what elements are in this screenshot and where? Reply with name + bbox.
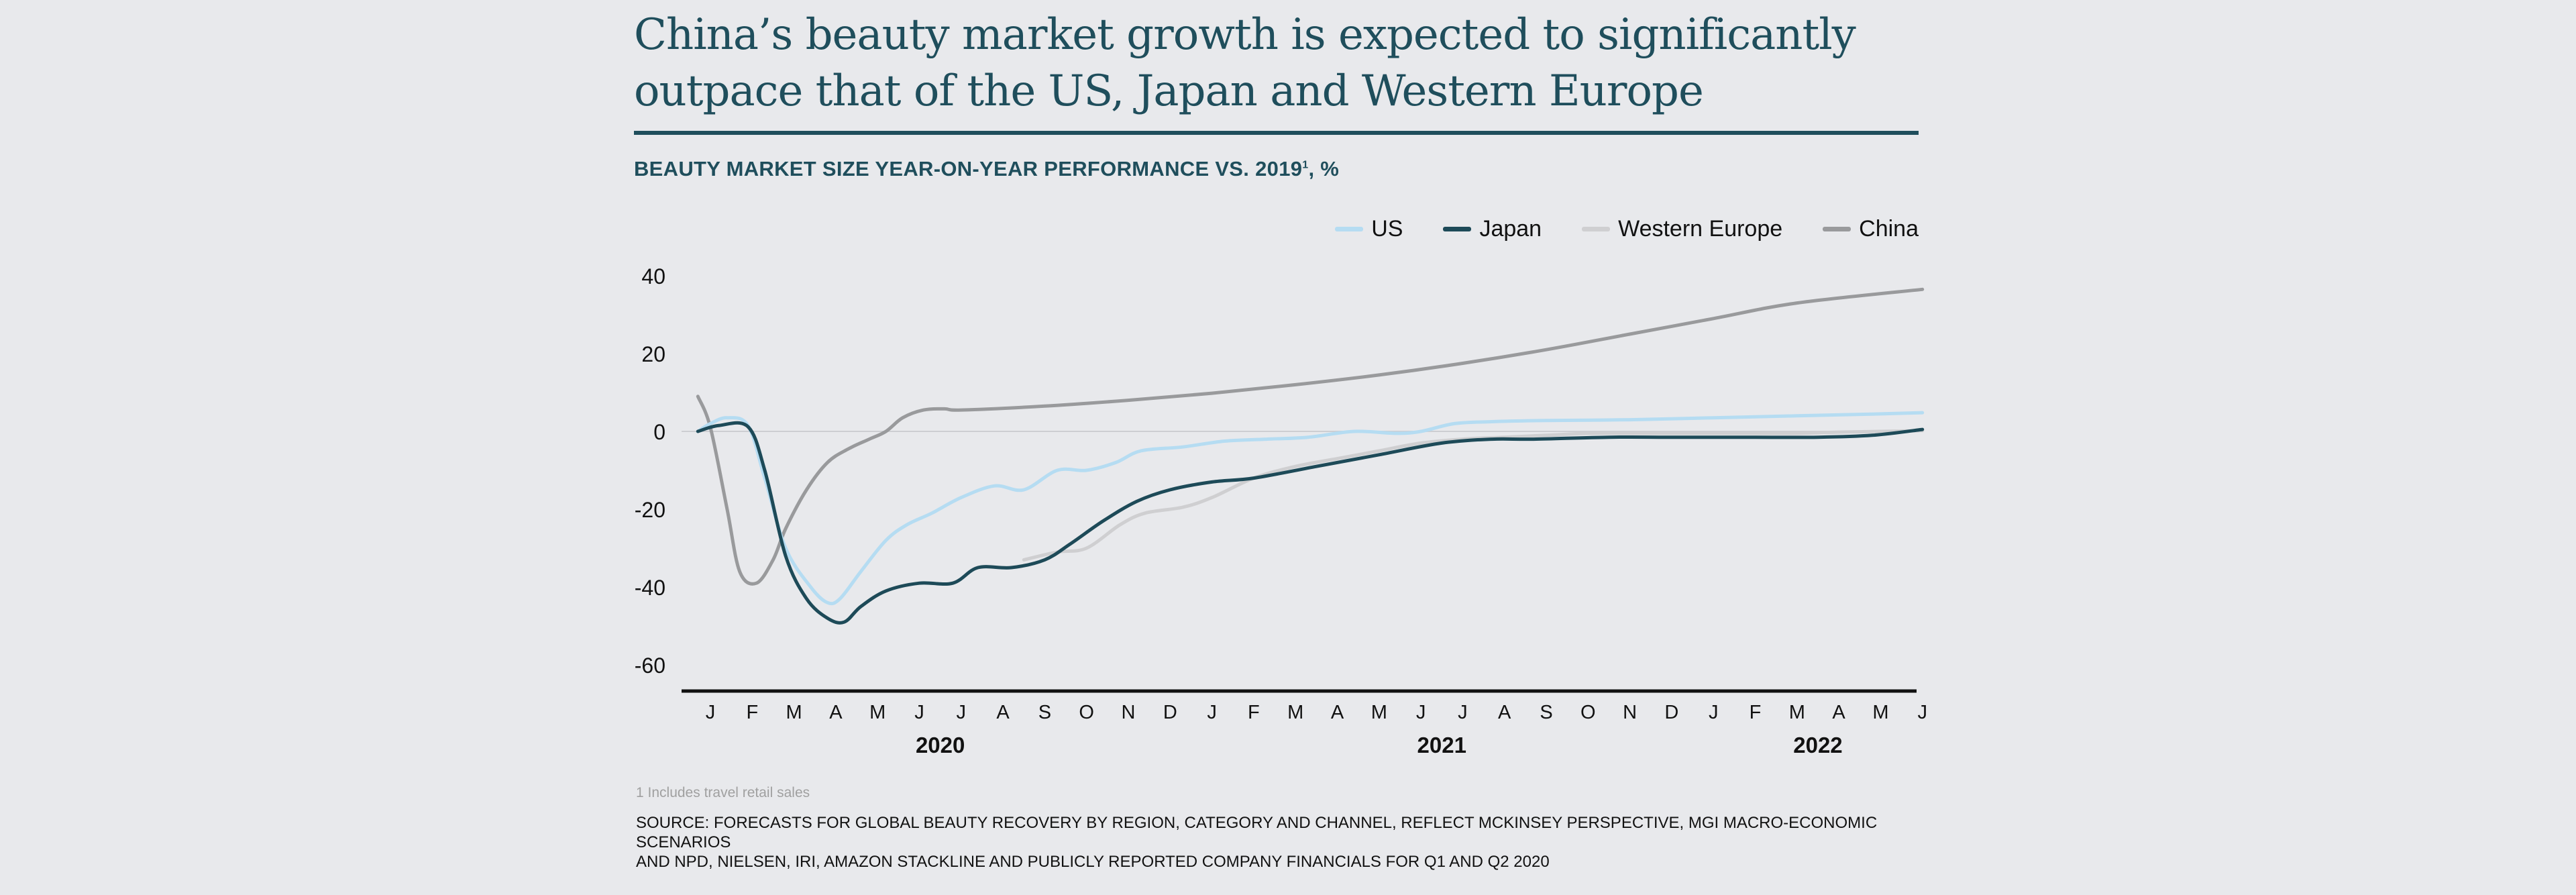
x-tick-label: J bbox=[1709, 702, 1719, 723]
x-tick-label: F bbox=[1248, 702, 1260, 723]
year-label: 2022 bbox=[1793, 733, 1842, 757]
subtitle-footnote-marker: 1 bbox=[1302, 159, 1309, 171]
legend-swatch-western-europe bbox=[1582, 227, 1611, 231]
x-tick-label: A bbox=[996, 702, 1010, 723]
x-tick-label: A bbox=[829, 702, 843, 723]
series-line-japan bbox=[696, 421, 1925, 625]
subtitle-unit: , % bbox=[1308, 157, 1340, 180]
legend-label-japan: Japan bbox=[1479, 216, 1542, 242]
year-label: 2021 bbox=[1417, 733, 1466, 757]
chart-subtitle: BEAUTY MARKET SIZE YEAR-ON-YEAR PERFORMA… bbox=[634, 157, 1339, 181]
x-tick-label: N bbox=[1623, 702, 1637, 723]
source-line-2: AND NPD, NIELSEN, IRI, AMAZON STACKLINE … bbox=[636, 853, 1550, 871]
legend-item-japan: Japan bbox=[1443, 216, 1542, 242]
legend-label-us: US bbox=[1371, 216, 1403, 242]
x-tick-label: J bbox=[957, 702, 967, 723]
title-line-1: China’s beauty market growth is expected… bbox=[634, 10, 1856, 60]
x-tick-label: A bbox=[1331, 702, 1344, 723]
legend-label-china: China bbox=[1859, 216, 1919, 242]
legend-item-us: US bbox=[1335, 216, 1403, 242]
x-tick-label: M bbox=[1872, 702, 1888, 723]
x-tick-label: N bbox=[1122, 702, 1136, 723]
x-tick-label: F bbox=[746, 702, 758, 723]
x-tick-label: M bbox=[1789, 702, 1805, 723]
year-label: 2020 bbox=[916, 733, 965, 757]
x-tick-label: D bbox=[1163, 702, 1177, 723]
x-tick-label: J bbox=[706, 702, 716, 723]
x-tick-label: M bbox=[1371, 702, 1387, 723]
chart-legend: US Japan Western Europe China bbox=[1335, 216, 1919, 242]
legend-swatch-china bbox=[1823, 227, 1851, 231]
series-line-china bbox=[696, 287, 1925, 586]
series-line-western-europe bbox=[1022, 429, 1925, 562]
title-divider bbox=[634, 131, 1919, 135]
x-tick-label: O bbox=[1580, 702, 1596, 723]
x-tick-label: O bbox=[1079, 702, 1094, 723]
x-tick-label: M bbox=[786, 702, 802, 723]
x-tick-label: A bbox=[1498, 702, 1511, 723]
x-tick-label: S bbox=[1038, 702, 1051, 723]
y-tick-label: 40 bbox=[641, 264, 665, 288]
source-note: SOURCE: FORECASTS FOR GLOBAL BEAUTY RECO… bbox=[636, 813, 1911, 872]
legend-item-china: China bbox=[1823, 216, 1919, 242]
x-tick-label: S bbox=[1540, 702, 1552, 723]
x-tick-label: J bbox=[1458, 702, 1468, 723]
y-tick-label: 20 bbox=[641, 342, 665, 366]
source-line-1: SOURCE: FORECASTS FOR GLOBAL BEAUTY RECO… bbox=[636, 814, 1878, 851]
legend-label-western-europe: Western Europe bbox=[1618, 216, 1783, 242]
x-tick-label: J bbox=[1207, 702, 1217, 723]
line-chart: 40 20 0 -20 -40 -60 J F M A M J J A S O N D J F M A M J J A S O N D J F… bbox=[635, 264, 1927, 757]
legend-item-western-europe: Western Europe bbox=[1582, 216, 1782, 242]
x-tick-label: J bbox=[1917, 702, 1927, 723]
x-tick-label: M bbox=[1287, 702, 1303, 723]
x-tick-label: A bbox=[1832, 702, 1845, 723]
title-line-2: outpace that of the US, Japan and Wester… bbox=[634, 66, 1704, 116]
x-tick-label: M bbox=[869, 702, 885, 723]
footnote: 1 Includes travel retail sales bbox=[636, 785, 810, 800]
legend-swatch-japan bbox=[1443, 227, 1472, 231]
subtitle-text: BEAUTY MARKET SIZE YEAR-ON-YEAR PERFORMA… bbox=[634, 157, 1303, 180]
y-tick-label: -60 bbox=[635, 653, 665, 678]
chart-title: China’s beauty market growth is expected… bbox=[634, 7, 1922, 119]
y-tick-label: 0 bbox=[653, 420, 665, 444]
x-tick-label: D bbox=[1664, 702, 1678, 723]
x-tick-label: J bbox=[1416, 702, 1426, 723]
x-tick-label: J bbox=[914, 702, 924, 723]
series-line-us bbox=[696, 411, 1925, 606]
y-tick-label: -40 bbox=[635, 576, 665, 600]
x-tick-label: F bbox=[1750, 702, 1762, 723]
y-tick-label: -20 bbox=[635, 498, 665, 522]
legend-swatch-us bbox=[1335, 227, 1364, 231]
